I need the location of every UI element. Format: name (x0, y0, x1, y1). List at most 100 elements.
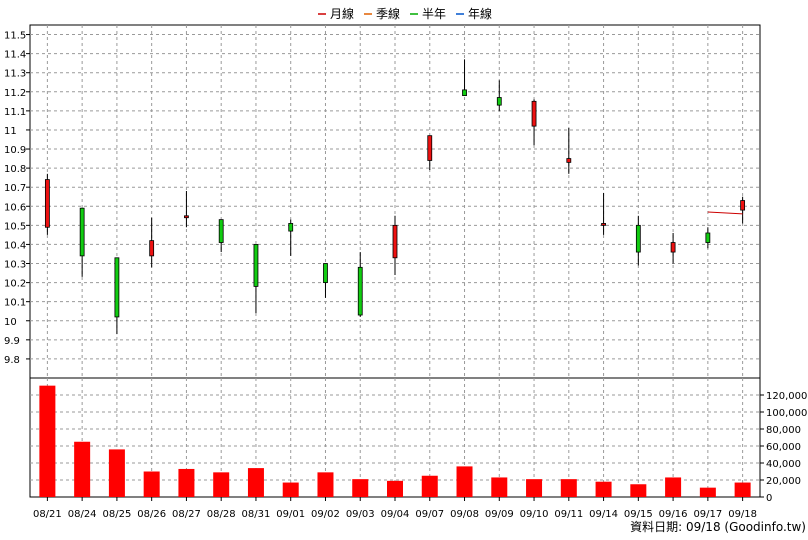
candle-body (740, 200, 746, 211)
candle-body (496, 97, 502, 106)
volume-bar-08/26 (143, 471, 160, 497)
x-tick-label-16: 09/14 (589, 509, 618, 520)
volume-bar-09/04 (387, 480, 403, 497)
candle-09/09 (496, 80, 502, 111)
price-tick-label-5: 10.3 (4, 260, 26, 271)
legend-label-3: 年線 (468, 6, 492, 21)
candle-08/27 (184, 191, 189, 228)
candle-09/04 (392, 215, 398, 275)
price-tick-label-2: 10 (4, 317, 17, 328)
x-tick-label-17: 09/15 (624, 509, 653, 520)
volume-tick-label-0: 0 (766, 493, 772, 504)
volume-bar-08/28 (213, 472, 230, 497)
volume-plot-area (29, 377, 761, 498)
volume-bar-09/14 (595, 481, 612, 497)
x-tick-label-0: 08/21 (33, 509, 62, 520)
x-tick-label-1: 08/24 (68, 509, 97, 520)
candle-body (288, 223, 294, 232)
volume-bar-09/10 (526, 479, 543, 497)
price-tick-label-6: 10.4 (4, 240, 26, 251)
x-tick-label-10: 09/04 (381, 509, 410, 520)
price-tick-label-10: 10.8 (4, 164, 26, 175)
x-tick-label-14: 09/10 (520, 509, 549, 520)
candle-body (566, 158, 572, 163)
price-tick-label-11: 10.9 (4, 145, 26, 156)
volume-bar-09/16 (665, 477, 682, 497)
candle-09/10 (531, 99, 537, 146)
candle-body (44, 179, 50, 228)
candlesticks (44, 59, 746, 335)
volume-y-axis: 0 20,000 40,000 60,000 80,000 100,000 120,000 (760, 391, 807, 504)
candle-08/21 (44, 173, 50, 235)
candle-body (218, 219, 224, 243)
volume-tick-label-5: 100,000 (766, 408, 807, 419)
volume-bar-08/24 (74, 441, 91, 497)
x-tick-label-4: 08/27 (172, 509, 201, 520)
x-tick-label-7: 09/01 (276, 509, 305, 520)
candle-body (531, 100, 537, 127)
price-tick-label-1: 9.9 (4, 336, 20, 347)
candle-body (427, 135, 433, 161)
x-tick-label-12: 09/08 (450, 509, 479, 520)
price-tick-label-9: 10.7 (4, 183, 26, 194)
volume-bar-09/02 (317, 472, 334, 497)
candle-08/24 (79, 207, 85, 277)
candle-09/03 (357, 252, 363, 317)
volume-bar-09/11 (560, 479, 577, 497)
candle-09/17 (705, 227, 711, 249)
price-tick-label-8: 10.6 (4, 202, 26, 213)
volume-bar-08/27 (178, 468, 195, 497)
volume-tick-label-6: 120,000 (766, 391, 807, 402)
candle-body (149, 240, 155, 257)
volume-grid (30, 378, 760, 497)
candle-body (392, 224, 398, 259)
price-panel: 9.8 9.9 10 10.1 10.2 10.3 10.4 10.5 10.6 10.7 10.8… (4, 24, 761, 379)
volume-bar-08/31 (247, 468, 264, 497)
ma-line-0 (707, 211, 743, 215)
candle-08/31 (253, 244, 259, 314)
volume-tick-label-4: 80,000 (766, 425, 801, 436)
candle-09/08 (462, 59, 467, 97)
source-note: 資料日期: 09/18 (Goodinfo.tw) (630, 520, 806, 534)
x-tick-label-2: 08/25 (102, 509, 131, 520)
moving-average-lines (707, 211, 743, 215)
price-tick-label-4: 10.2 (4, 279, 26, 290)
price-grid (30, 25, 760, 378)
candle-body (184, 215, 189, 219)
volume-bar-09/15 (630, 484, 647, 497)
candle-body (114, 257, 120, 318)
price-tick-label-13: 11.1 (4, 107, 26, 118)
candle-09/02 (323, 263, 328, 298)
price-tick-label-16: 11.4 (4, 50, 26, 61)
volume-bar-09/01 (282, 482, 299, 497)
volume-bars (39, 385, 751, 497)
volume-bar-09/09 (491, 477, 508, 497)
x-axis: 08/21 08/24 08/25 08/26 08/27 08/28 08/31 09/01… (33, 497, 757, 520)
volume-bar-09/03 (352, 479, 369, 497)
candle-body (670, 242, 676, 253)
candle-body (601, 223, 606, 226)
candle-09/07 (427, 135, 433, 171)
candle-08/25 (114, 257, 120, 335)
candle-09/16 (670, 232, 676, 264)
price-tick-label-0: 9.8 (4, 355, 20, 366)
candle-body (253, 244, 259, 287)
volume-panel: 0 20,000 40,000 60,000 80,000 100,000 120,000 (29, 377, 807, 504)
price-tick-label-14: 11.2 (4, 88, 26, 99)
candle-08/26 (149, 217, 155, 268)
x-tick-label-11: 09/07 (415, 509, 444, 520)
x-tick-label-6: 08/31 (242, 509, 271, 520)
volume-bar-09/08 (456, 466, 473, 497)
x-tick-label-9: 09/03 (346, 509, 375, 520)
x-tick-label-8: 09/02 (311, 509, 340, 520)
price-tick-label-12: 11 (4, 126, 17, 137)
candle-body (357, 266, 363, 316)
volume-tick-label-2: 40,000 (766, 459, 801, 470)
x-tick-label-19: 09/17 (693, 509, 722, 520)
price-tick-label-17: 11.5 (4, 31, 26, 42)
price-tick-label-15: 11.3 (4, 69, 26, 80)
candle-08/28 (218, 219, 224, 253)
legend-label-0: 月線 (330, 6, 354, 21)
candle-09/11 (566, 128, 572, 174)
candle-body (323, 263, 328, 283)
